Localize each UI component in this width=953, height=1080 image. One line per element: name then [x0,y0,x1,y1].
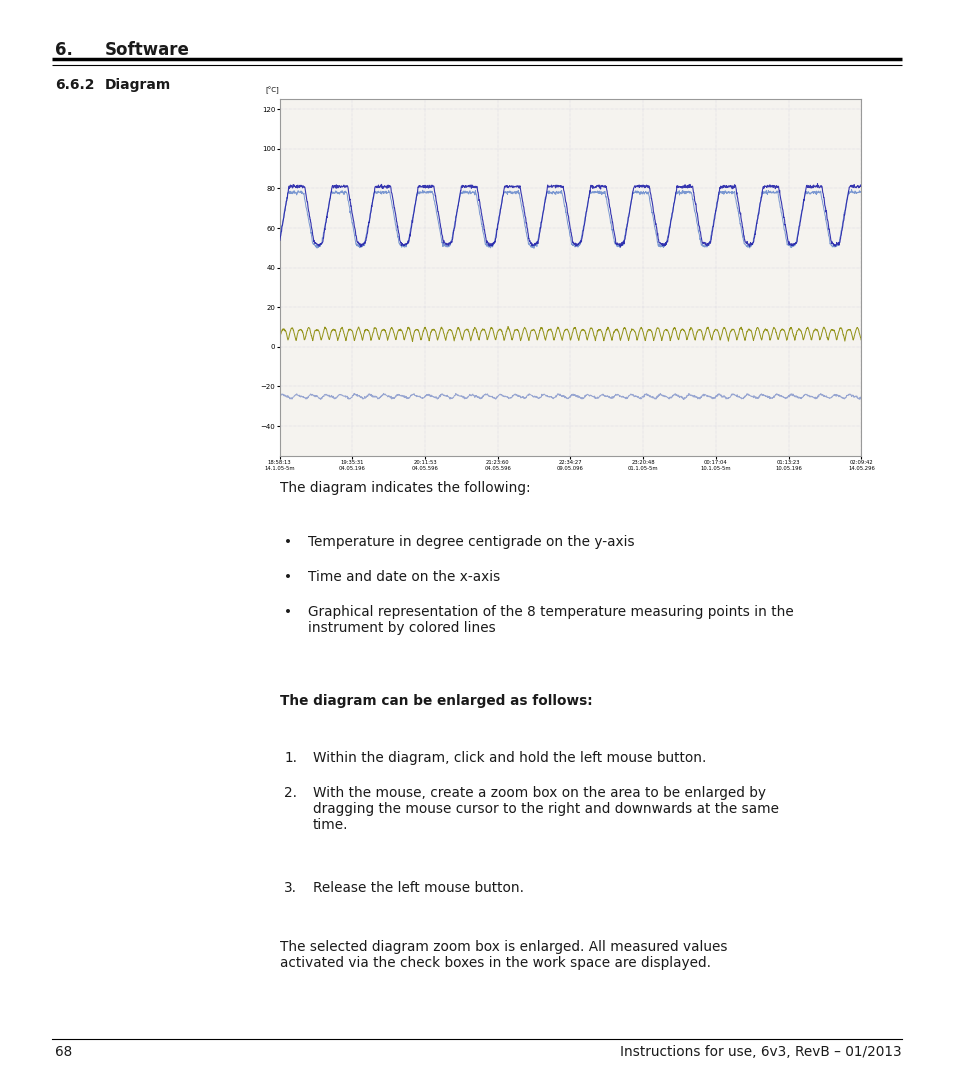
Text: 3.: 3. [284,881,297,895]
Text: 2.: 2. [284,786,297,800]
Text: Diagram: Diagram [105,78,171,92]
Text: Temperature in degree centigrade on the y-axis: Temperature in degree centigrade on the … [308,535,634,549]
Text: Graphical representation of the 8 temperature measuring points in the
instrument: Graphical representation of the 8 temper… [308,605,793,635]
Text: 6.6.2: 6.6.2 [55,78,94,92]
Text: With the mouse, create a zoom box on the area to be enlarged by
dragging the mou: With the mouse, create a zoom box on the… [313,786,778,833]
Text: Release the left mouse button.: Release the left mouse button. [313,881,523,895]
Text: Software: Software [105,41,190,59]
Text: 68: 68 [55,1045,72,1059]
Text: •: • [284,605,292,619]
Text: The selected diagram zoom box is enlarged. All measured values
activated via the: The selected diagram zoom box is enlarge… [279,941,726,971]
Text: Instructions for use, 6v3, RevB – 01/2013: Instructions for use, 6v3, RevB – 01/201… [619,1045,901,1059]
Text: 6.: 6. [55,41,73,59]
Text: •: • [284,570,292,584]
Text: Within the diagram, click and hold the left mouse button.: Within the diagram, click and hold the l… [313,752,705,766]
Text: Time and date on the x-axis: Time and date on the x-axis [308,570,500,584]
Text: •: • [284,535,292,549]
Text: The diagram indicates the following:: The diagram indicates the following: [279,481,530,495]
Text: 1.: 1. [284,752,297,766]
Text: The diagram can be enlarged as follows:: The diagram can be enlarged as follows: [279,693,592,707]
Text: [°C]: [°C] [265,86,278,94]
